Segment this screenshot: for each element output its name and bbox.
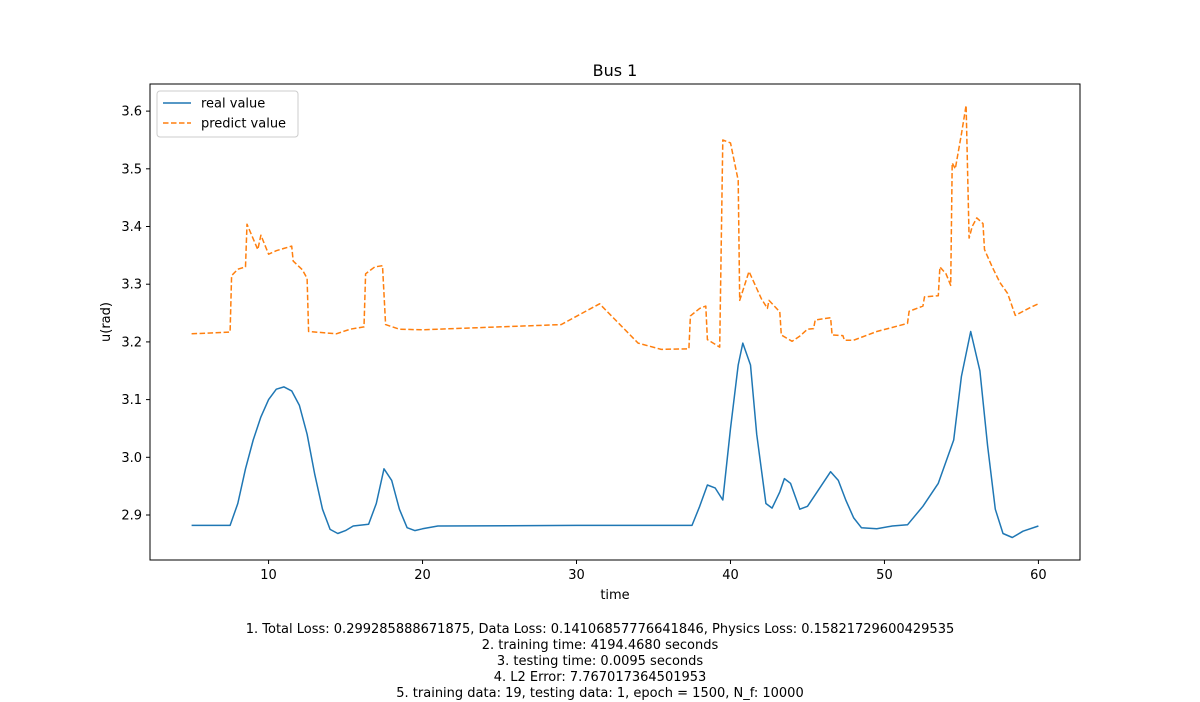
y-tick-label: 2.9: [121, 508, 142, 523]
y-tick-label: 3.2: [121, 335, 142, 350]
y-tick-label: 3.6: [121, 105, 142, 120]
x-axis-label: time: [600, 588, 629, 603]
y-axis-label: u(rad): [99, 302, 114, 342]
caption-line-l2-error: 4. L2 Error: 7.767017364501953: [493, 670, 707, 685]
legend-box: [156, 90, 299, 138]
y-tick-label: 3.5: [121, 162, 142, 177]
figure-caption: 1. Total Loss: 0.299285888671875, Data L…: [0, 622, 1200, 702]
x-tick-label: 40: [722, 568, 739, 583]
x-tick-label: 30: [568, 568, 585, 583]
x-tick-label: 50: [876, 568, 893, 583]
y-tick-label: 3.1: [121, 393, 142, 408]
y-tick-label: 3.3: [121, 278, 142, 293]
chart-figure: Bus 1 10 20 30 40 50 60 2.9 3.0 3.1 3.2 3.3 3.4 3.5…: [99, 61, 1081, 603]
plot-area: 10 20 30 40 50 60 2.9 3.0 3.1 3.2 3.3 3.4 3.5 3.6: [121, 83, 1081, 583]
y-tick-label: 3.0: [121, 451, 142, 466]
legend-label-real-value: real value: [201, 97, 265, 112]
caption-line-training-time: 2. training time: 4194.4680 seconds: [481, 638, 719, 653]
y-tick-label: 3.4: [121, 220, 142, 235]
caption-line-training-data: 5. training data: 19, testing data: 1, e…: [396, 686, 804, 701]
series-line-predict-value: [191, 104, 1039, 351]
y-axis-ticks: 2.9 3.0 3.1 3.2 3.3 3.4 3.5 3.6: [121, 105, 150, 523]
x-axis-ticks: 10 20 30 40 50 60: [260, 560, 1047, 583]
chart-title: Bus 1: [593, 61, 638, 80]
legend-label-predict-value: predict value: [201, 117, 286, 132]
caption-line-loss: 1. Total Loss: 0.299285888671875, Data L…: [245, 622, 955, 637]
chart-legend: real value predict value: [156, 90, 299, 138]
series-line-real-value: [191, 330, 1039, 539]
plot-frame: [149, 83, 1081, 561]
x-tick-label: 20: [414, 568, 431, 583]
x-tick-label: 60: [1030, 568, 1047, 583]
series-layer: [191, 104, 1039, 539]
caption-line-testing-time: 3. testing time: 0.0095 seconds: [496, 654, 704, 669]
x-tick-label: 10: [260, 568, 277, 583]
